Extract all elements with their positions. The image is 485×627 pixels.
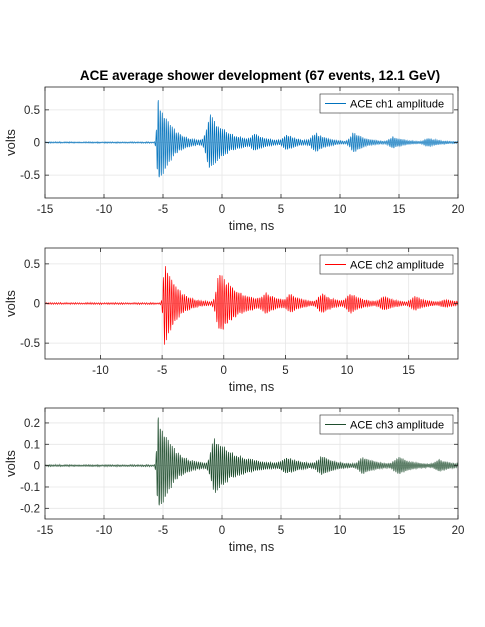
figure-title: ACE average shower development (67 event… bbox=[80, 68, 440, 83]
axes-frame bbox=[44, 407, 459, 520]
y-tick-label: 0.5 bbox=[24, 105, 40, 117]
x-axis-label: time, ns bbox=[229, 539, 275, 554]
y-tick-label: 0 bbox=[34, 299, 40, 311]
x-tick-label: 10 bbox=[334, 204, 347, 216]
x-tick-label: -10 bbox=[92, 365, 109, 377]
x-tick-label: -10 bbox=[96, 525, 113, 537]
y-tick-label: -0.1 bbox=[20, 482, 40, 494]
y-tick-label: -0.5 bbox=[20, 338, 40, 350]
x-tick-label: 5 bbox=[282, 365, 288, 377]
x-tick-label: 10 bbox=[334, 525, 347, 537]
x-tick-label: -5 bbox=[158, 525, 168, 537]
y-tick-label: 0.2 bbox=[24, 418, 40, 430]
series-line-ch2 bbox=[45, 266, 458, 345]
panel-1: -15 -10 -5 0 5 10 15 20 -0.5 0 0.5 time, ns volts ACE… bbox=[3, 86, 465, 233]
legend: ACE ch2 amplitude bbox=[319, 254, 454, 275]
legend-label: ACE ch1 amplitude bbox=[350, 99, 444, 111]
y-tick-label: 0 bbox=[34, 461, 40, 473]
x-tick-label: 15 bbox=[393, 204, 406, 216]
series-line-ch3 bbox=[45, 417, 458, 506]
x-tick-label: 5 bbox=[278, 204, 284, 216]
x-tick-label: 0 bbox=[219, 525, 225, 537]
y-tick-label: 0 bbox=[34, 138, 40, 150]
legend: ACE ch1 amplitude bbox=[319, 93, 454, 114]
panel-2: -10 -5 0 5 10 15 -0.5 0 0.5 time, ns volts ACE ch2 … bbox=[3, 247, 459, 394]
x-tick-label: 20 bbox=[452, 204, 465, 216]
legend-label: ACE ch2 amplitude bbox=[350, 260, 444, 272]
y-tick-label: 0.5 bbox=[24, 259, 40, 271]
x-axis-label: time, ns bbox=[229, 379, 275, 394]
y-axis-label: volts bbox=[3, 290, 18, 317]
x-tick-label: -5 bbox=[157, 365, 167, 377]
x-axis-label: time, ns bbox=[229, 218, 275, 233]
x-tick-label: -10 bbox=[96, 204, 113, 216]
y-tick-label: -0.5 bbox=[20, 170, 40, 182]
panels: -15 -10 -5 0 5 10 15 20 -0.5 0 0.5 time, ns volts ACE… bbox=[3, 86, 465, 554]
x-tick-label: -5 bbox=[158, 204, 168, 216]
y-tick-label: -0.2 bbox=[20, 503, 40, 515]
x-tick-label: 20 bbox=[452, 525, 465, 537]
x-tick-label: -15 bbox=[37, 525, 54, 537]
legend-box bbox=[319, 414, 454, 435]
y-tick-label: 0.1 bbox=[24, 439, 40, 451]
x-tick-label: 10 bbox=[341, 365, 354, 377]
x-tick-label: 15 bbox=[402, 365, 415, 377]
x-tick-label: -15 bbox=[37, 204, 54, 216]
y-axis-label: volts bbox=[3, 129, 18, 156]
legend-label: ACE ch3 amplitude bbox=[350, 420, 444, 432]
panel-3: -15 -10 -5 0 5 10 15 20 -0.2 -0.1 0 0.1 0.2 time, ns v… bbox=[3, 407, 465, 554]
x-tick-label: 0 bbox=[221, 365, 227, 377]
y-axis-label: volts bbox=[3, 450, 18, 477]
series-line-ch1 bbox=[45, 100, 458, 178]
legend: ACE ch3 amplitude bbox=[319, 414, 454, 435]
x-tick-label: 0 bbox=[219, 204, 225, 216]
x-tick-label: 5 bbox=[278, 525, 284, 537]
legend-box bbox=[319, 93, 454, 114]
x-tick-label: 15 bbox=[393, 525, 406, 537]
legend-box bbox=[319, 254, 454, 275]
